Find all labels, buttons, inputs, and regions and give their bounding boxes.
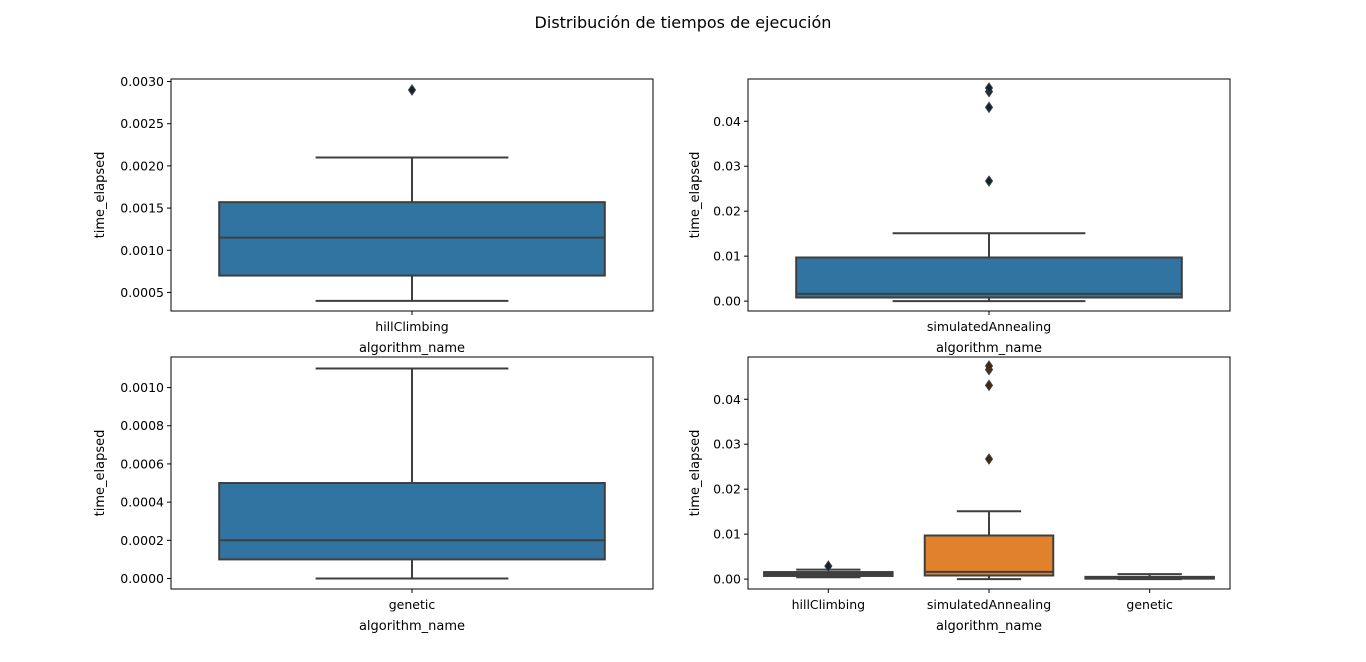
y-tick-label: 0.0030	[120, 74, 164, 89]
y-tick-label: 0.04	[713, 392, 741, 407]
x-tick-label: hillClimbing	[375, 319, 448, 334]
subplot-4: 0.00 0.01 0.02 0.03 0.04 hillClimbing simulate…	[688, 356, 1231, 634]
box-hillClimbing	[218, 84, 606, 302]
y-axis-label: time_elapsed	[93, 152, 108, 239]
y-tick-label: 0.00	[713, 294, 741, 309]
iqr-box	[795, 256, 1183, 299]
y-tick-label: 0.00	[713, 572, 741, 587]
y-axis-label: time_elapsed	[688, 152, 703, 239]
y-tick-label: 0.0025	[120, 116, 164, 131]
axes-frame	[747, 78, 1231, 312]
y-tick-label: 0.02	[713, 482, 741, 497]
box-genetic	[1084, 573, 1215, 581]
y-tick-label: 0.0020	[120, 158, 164, 173]
y-axis-label: time_elapsed	[688, 430, 703, 517]
y-tick-label: 0.0002	[120, 533, 164, 548]
y-tick-label: 0.03	[713, 437, 741, 452]
figure-title: Distribución de tiempos de ejecución	[535, 13, 832, 32]
subplot-3: 0.0000 0.0002 0.0004 0.0006 0.0008 0.0010 gene…	[93, 356, 654, 634]
subplot-1: 0.0005 0.0010 0.0015 0.0020 0.0025 0.0030 hill…	[93, 74, 654, 356]
y-tick-label: 0.03	[713, 159, 741, 174]
y-tick-label: 0.04	[713, 114, 741, 129]
x-tick-label: genetic	[1126, 597, 1173, 612]
outlier-point	[984, 175, 994, 187]
y-tick-label: 0.0008	[120, 418, 164, 433]
y-tick-label: 0.0005	[120, 285, 164, 300]
y-tick-label: 0.01	[713, 527, 741, 542]
x-tick-label: simulatedAnnealing	[927, 597, 1051, 612]
y-tick-label: 0.02	[713, 204, 741, 219]
box-simulatedAnnealing	[795, 82, 1183, 303]
x-axis-label: algorithm_name	[936, 619, 1042, 634]
outlier-point	[984, 82, 994, 94]
outlier-point	[984, 453, 994, 465]
outlier-point	[984, 379, 994, 392]
y-tick-label: 0.01	[713, 249, 741, 264]
axes-frame	[170, 78, 654, 312]
x-axis-label: algorithm_name	[359, 341, 465, 356]
x-axis-label: algorithm_name	[936, 341, 1042, 356]
outlier-point	[984, 360, 994, 372]
iqr-box	[218, 201, 606, 277]
y-tick-label: 0.0000	[120, 571, 164, 586]
box-hillClimbing	[763, 560, 894, 579]
subplot-2: 0.00 0.01 0.02 0.03 0.04 simulatedAnnealing al…	[688, 78, 1231, 356]
subplots: 0.0005 0.0010 0.0015 0.0020 0.0025 0.0030 hill…	[93, 74, 1231, 634]
outlier-point	[407, 84, 417, 96]
box-genetic	[218, 367, 606, 580]
outlier-point	[824, 560, 833, 572]
y-tick-label: 0.0004	[120, 495, 164, 510]
x-axis-label: algorithm_name	[359, 619, 465, 634]
outlier-point	[984, 101, 994, 114]
y-tick-label: 0.0015	[120, 201, 164, 216]
y-tick-label: 0.0010	[120, 380, 164, 395]
x-tick-label: hillClimbing	[792, 597, 865, 612]
y-tick-label: 0.0010	[120, 243, 164, 258]
x-tick-label: genetic	[389, 597, 436, 612]
axes-frame	[170, 356, 654, 590]
y-tick-label: 0.0006	[120, 456, 164, 471]
box-simulatedAnnealing	[923, 360, 1055, 581]
iqr-box	[218, 482, 606, 561]
x-tick-label: simulatedAnnealing	[927, 319, 1051, 334]
axes-frame	[747, 356, 1231, 590]
iqr-box	[923, 534, 1055, 577]
y-axis-label: time_elapsed	[93, 430, 108, 517]
